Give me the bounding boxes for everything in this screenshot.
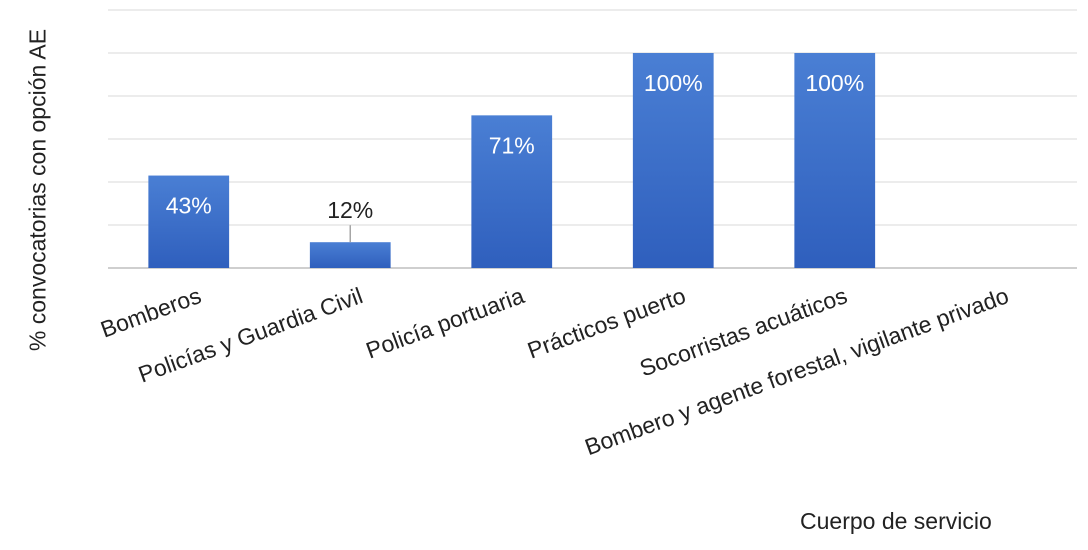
- bar: [309, 242, 391, 268]
- y-axis-title: % convocatorias con opción AE: [24, 28, 51, 352]
- x-tick-label: Bomberos: [97, 282, 204, 342]
- bar: [632, 53, 714, 268]
- data-label: 100%: [805, 70, 864, 96]
- data-label: 71%: [489, 132, 535, 158]
- bar: [148, 175, 230, 268]
- data-label: 12%: [327, 197, 373, 223]
- data-label: 100%: [644, 70, 703, 96]
- bars: [148, 53, 876, 268]
- bar: [471, 115, 553, 268]
- data-labels: 43% 12% 71% 100% 100%: [166, 70, 864, 243]
- x-tick-label: Policía portuaria: [362, 282, 527, 363]
- data-label: 43%: [166, 193, 212, 219]
- gridlines: [108, 9, 1077, 269]
- bar: [794, 53, 876, 268]
- x-axis-title: Cuerpo de servicio: [800, 508, 992, 534]
